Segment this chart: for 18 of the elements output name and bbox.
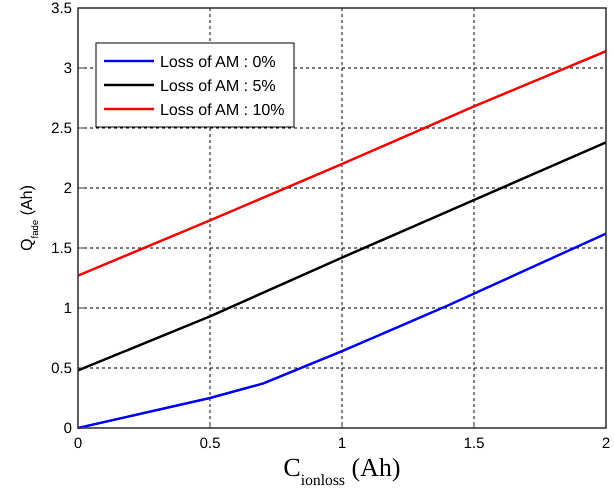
legend-label: Loss of AM : 5%	[160, 78, 276, 95]
y-tick-label: 2.5	[51, 120, 72, 137]
y-tick-label: 3	[64, 60, 72, 77]
y-tick-label: 0	[64, 420, 72, 437]
y-tick-label: 1	[64, 300, 72, 317]
x-tick-label: 1.5	[464, 435, 484, 452]
y-tick-label: 2	[64, 180, 72, 197]
x-tick-label: 2	[602, 435, 610, 452]
y-tick-label: 1.5	[51, 240, 72, 257]
x-tick-label: 1	[338, 435, 346, 452]
line-series	[76, 232, 608, 430]
x-axis-title: C$_{ionloss}$ (Ah)	[283, 453, 401, 488]
legend-label: Loss of AM : 0%	[160, 54, 276, 71]
x-tick-label: 0.5	[200, 435, 220, 452]
legend-label: Loss of AM : 10%	[160, 102, 285, 119]
line-series	[76, 50, 608, 277]
y-tick-label: 0.5	[51, 360, 72, 377]
y-tick-label: 3.5	[51, 0, 72, 17]
